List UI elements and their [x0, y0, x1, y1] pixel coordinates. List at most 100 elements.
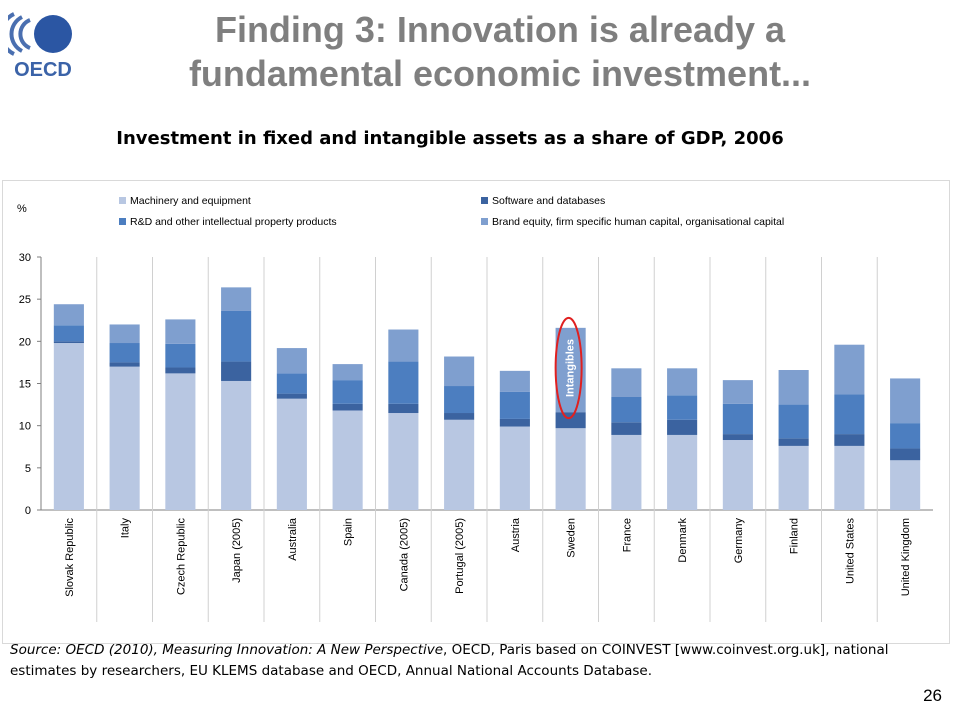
bar-segment	[165, 343, 196, 368]
bar-segment	[276, 398, 307, 510]
y-tick-label: 15	[19, 379, 31, 391]
slide-title-line-2: fundamental economic investment...	[188, 53, 812, 94]
bar-segment	[165, 319, 196, 344]
legend-label: Machinery and equipment	[130, 195, 251, 207]
bar-segment	[611, 396, 642, 423]
bar-segment	[109, 343, 140, 363]
y-tick-label: 20	[19, 336, 31, 348]
bar-segment	[722, 380, 753, 404]
bar-segment	[499, 426, 530, 510]
oecd-logo: OECD	[8, 12, 72, 80]
bar-segment	[388, 403, 419, 414]
bar-segment	[611, 434, 642, 510]
y-axis-label: %	[17, 203, 27, 215]
source-label: Source:	[10, 642, 62, 658]
y-tick-label: 25	[19, 294, 31, 306]
bar-segment	[388, 329, 419, 362]
bar-segment	[165, 367, 196, 374]
x-tick-label: Italy	[120, 518, 132, 539]
bar-segment	[778, 370, 809, 405]
bar-segment	[778, 445, 809, 510]
bar-segment	[221, 361, 252, 381]
bar-segment	[276, 393, 307, 399]
x-tick-label: Denmark	[677, 518, 689, 563]
source-note: Source: OECD (2010), Measuring Innovatio…	[10, 640, 900, 682]
bar-segment	[778, 404, 809, 439]
bar-segment	[165, 373, 196, 510]
x-tick-label: Australia	[287, 517, 299, 561]
chart-title: Investment in fixed and intangible asset…	[116, 128, 784, 149]
x-tick-label: Spain	[343, 518, 355, 546]
bar-segment	[388, 361, 419, 404]
page-number: 26	[923, 686, 942, 705]
bar-segment	[890, 460, 921, 510]
bar-segment	[499, 418, 530, 427]
bar-segment	[667, 434, 698, 510]
bar-segment	[834, 445, 865, 510]
x-tick-label: Canada (2005)	[398, 518, 410, 591]
bar-segment	[555, 412, 586, 429]
legend-swatch	[119, 197, 126, 204]
legend-swatch	[481, 218, 488, 225]
bar-segment	[444, 419, 475, 510]
legend-label: Software and databases	[492, 195, 605, 207]
bar-segment	[499, 370, 530, 392]
x-tick-label: Slovak Republic	[64, 518, 76, 597]
y-tick-label: 10	[19, 421, 31, 433]
bar-segment	[667, 419, 698, 435]
bar-segment	[388, 413, 419, 510]
bar-segment	[834, 434, 865, 446]
bar-segment	[276, 373, 307, 394]
bar-segment	[667, 368, 698, 396]
bar-segment	[890, 448, 921, 461]
bar-segment	[778, 438, 809, 446]
bar-segment	[332, 410, 363, 510]
chart-panel: Machinery and equipment Software and data…	[2, 180, 950, 644]
x-tick-label: Germany	[733, 518, 745, 564]
y-tick-label: 30	[19, 252, 31, 264]
bar-segment	[332, 364, 363, 381]
bar-segment	[109, 366, 140, 510]
slide-title-line-1: Finding 3: Innovation is already a	[214, 9, 786, 50]
x-tick-label: Portugal (2005)	[454, 518, 466, 594]
bar-segment	[221, 380, 252, 510]
x-tick-label: Finland	[789, 518, 801, 554]
x-tick-label: Japan (2005)	[231, 518, 243, 583]
bar-segment	[109, 362, 140, 367]
bar-segment	[834, 344, 865, 395]
bar-segment	[444, 413, 475, 420]
bar-segment	[276, 348, 307, 374]
bar-segment	[611, 368, 642, 397]
bar-segment	[221, 310, 252, 362]
bar-segment	[444, 356, 475, 387]
bar-segment	[332, 403, 363, 411]
x-tick-label: Austria	[510, 517, 522, 552]
bar-segment	[221, 287, 252, 311]
x-tick-label: Czech Republic	[175, 518, 187, 596]
legend-swatch	[481, 197, 488, 204]
x-tick-label: United Kingdom	[900, 518, 912, 596]
bar-segment	[444, 386, 475, 414]
bar-segment	[667, 395, 698, 420]
stacked-bar-chart: Machinery and equipment Software and data…	[17, 195, 933, 622]
source-publication: OECD (2010), Measuring Innovation: A New…	[65, 642, 444, 658]
bar-segment	[53, 304, 84, 326]
legend-swatch	[119, 218, 126, 225]
bar-segment	[499, 391, 530, 419]
bar-segment	[53, 343, 84, 510]
bar-segment	[332, 380, 363, 404]
bar-segment	[53, 341, 84, 344]
annotation-ellipse	[554, 316, 583, 420]
bar-segment	[890, 423, 921, 449]
bar-segment	[109, 324, 140, 344]
slide-title: Finding 3: Innovation is already a funda…	[100, 8, 900, 96]
annotation-label: Intangibles	[565, 339, 577, 397]
legend-label: R&D and other intellectual property prod…	[130, 216, 337, 228]
y-tick-label: 5	[25, 463, 31, 475]
oecd-logo-mark	[8, 12, 72, 56]
legend-label: Brand equity, firm specific human capita…	[492, 216, 784, 228]
x-tick-label: France	[621, 518, 633, 552]
x-tick-label: United States	[844, 518, 856, 585]
bar-segment	[555, 428, 586, 510]
bar-segment	[890, 378, 921, 424]
